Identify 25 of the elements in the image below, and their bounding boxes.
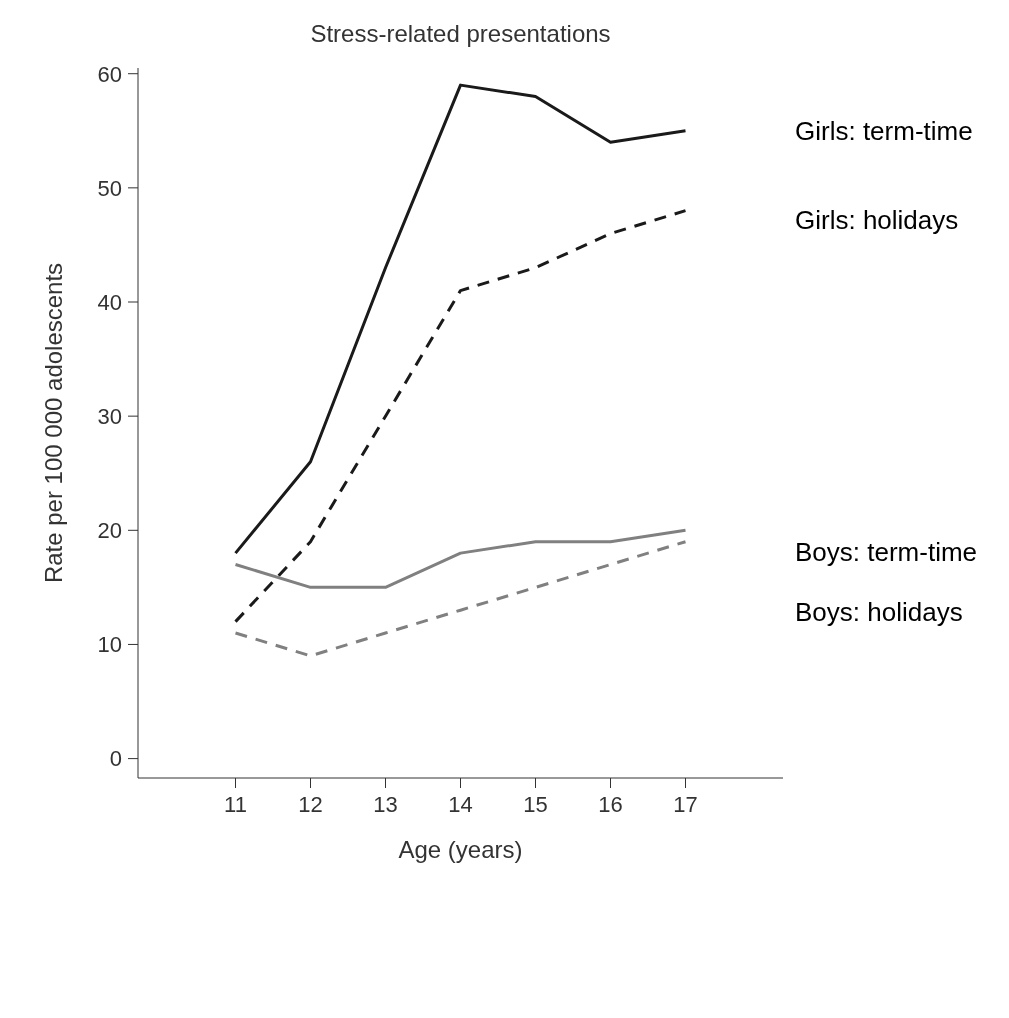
text: Boys: holidays	[795, 596, 963, 628]
chart-title: Stress-related presentations	[309, 20, 612, 48]
y-tick-label: 20	[97, 518, 122, 544]
x-tick-label: 13	[373, 791, 398, 817]
x-tick-label: 16	[598, 791, 623, 817]
line-series	[234, 540, 687, 658]
y-tick-label: 10	[97, 632, 122, 658]
x-tick-label: 14	[448, 791, 473, 817]
text: Boys: term-time	[795, 536, 978, 568]
line-series	[234, 209, 687, 624]
x-tick-label: 11	[224, 791, 247, 817]
text: Girls: term-time	[795, 115, 973, 147]
line-series	[234, 83, 687, 555]
y-tick-label: 50	[97, 175, 122, 201]
x-axis-title: Age (years)	[398, 836, 523, 863]
y-axis-title: Rate per 100 000 adolescents	[39, 262, 67, 584]
x-tick-label: 15	[523, 791, 548, 817]
line-series	[234, 528, 687, 589]
x-tick-label: 17	[673, 791, 698, 817]
y-tick-label: 0	[109, 746, 122, 772]
y-tick-label: 30	[97, 403, 122, 429]
y-tick-label: 40	[97, 289, 122, 315]
text: Girls: holidays	[795, 204, 959, 236]
y-tick-label: 60	[97, 61, 122, 87]
x-tick-label: 12	[298, 791, 323, 817]
